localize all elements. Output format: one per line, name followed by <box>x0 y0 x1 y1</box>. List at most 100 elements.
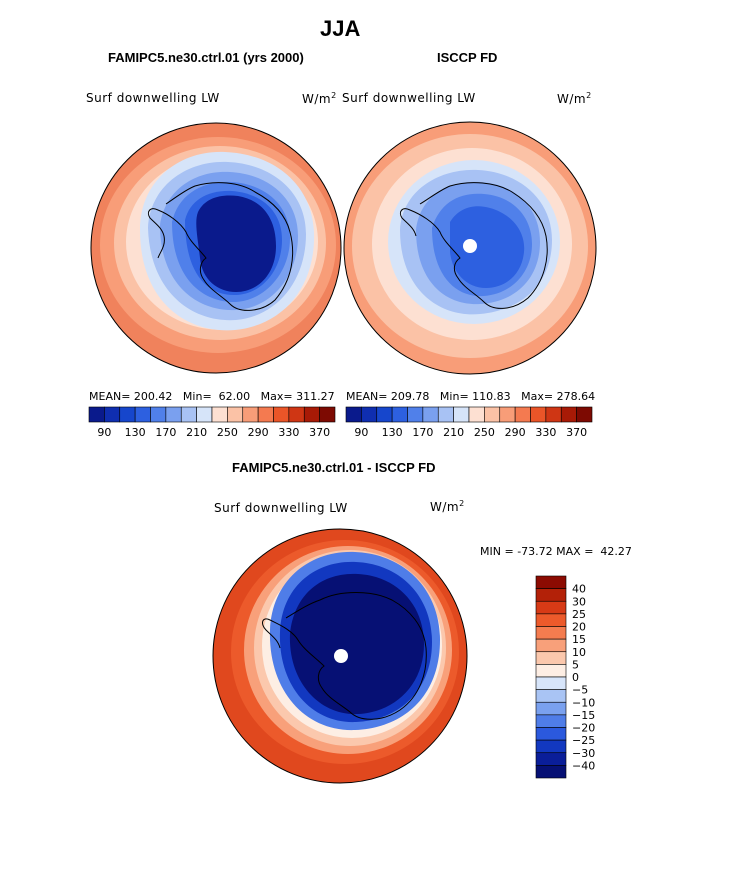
panel1-colorbar-tick-label: 170 <box>155 426 176 439</box>
panel3-colorbar-tick-label: −5 <box>572 684 588 697</box>
panel1-units-base: W/m <box>302 92 332 106</box>
panel1-colorbar-swatch <box>134 406 151 423</box>
panel2-colorbar-swatch <box>514 406 531 423</box>
panel3-min-label: MIN = <box>480 545 514 558</box>
panel3-antarctica-coast <box>262 592 427 720</box>
panel3-colorbar-tick-label: −15 <box>572 709 595 722</box>
panel1-colorbar-tick-label: 90 <box>97 426 111 439</box>
panel2-colorbar-swatch <box>407 406 424 423</box>
panel1-min-label: Min= <box>182 390 212 403</box>
panel1-band-min <box>196 195 276 292</box>
panel2-colorbar-tick-label: 90 <box>354 426 368 439</box>
panel1-colorbar-tick-label: 330 <box>278 426 299 439</box>
panel1-colorbar-swatch <box>211 406 228 423</box>
panel3-colorbar-swatch <box>535 727 567 741</box>
panel2-colorbar-swatch <box>560 406 577 423</box>
panel1-colorbar-swatch <box>288 406 305 423</box>
panel1-map <box>91 123 341 373</box>
panel3-colorbar-tick-label: −25 <box>572 734 595 747</box>
panel1-colorbar-swatch <box>119 406 136 423</box>
panel1-colorbar-swatch <box>196 406 213 423</box>
panel2-colorbar-tick-label: 170 <box>412 426 433 439</box>
panel2-title: ISCCP FD <box>437 50 498 65</box>
panel1-min-value: 62.00 <box>218 390 251 403</box>
panel3-colorbar-swatch <box>535 739 567 754</box>
panel2-mean-label: MEAN= <box>346 390 388 403</box>
panel2-units-base: W/m <box>557 92 587 106</box>
panel1-colorbar-swatch <box>242 406 259 423</box>
panel3-colorbar-tick-label: 5 <box>572 658 579 671</box>
panel1-max-value: 311.27 <box>296 390 335 403</box>
panel3-stats: MIN = -73.72 MAX = 42.27 <box>480 545 632 558</box>
panel3-title: FAMIPC5.ne30.ctrl.01 - ISCCP FD <box>232 460 436 475</box>
panel3-units-base: W/m <box>430 500 460 514</box>
panel2-colorbar-swatch <box>468 406 485 423</box>
panel3-map <box>213 529 467 783</box>
panel3-colorbar-swatch <box>535 588 567 602</box>
panel3-colorbar-tick-label: 10 <box>572 646 586 659</box>
panel3-colorbar-tick-label: −20 <box>572 722 595 735</box>
panel1-colorbar-swatch <box>273 406 290 423</box>
panel2-colorbar-swatch <box>361 406 378 423</box>
panel3-colorbar-swatch <box>535 575 567 589</box>
panel2-colorbar-tick-label: 250 <box>474 426 495 439</box>
panel2-antarctica-coast <box>399 182 548 309</box>
panel1-colorbar-tick-label: 370 <box>309 426 330 439</box>
panel1-units: W/m2 <box>302 91 337 106</box>
panel1-colorbar-tick-label: 210 <box>186 426 207 439</box>
panel2-colorbar-swatch <box>453 406 470 423</box>
panel3-colorbar-swatch <box>535 600 567 615</box>
panel1-stats: MEAN= 200.42 Min= 62.00 Max= 311.27 <box>89 390 335 403</box>
panel2-variable: Surf downwelling LW <box>342 91 476 105</box>
panel3-colorbar-swatch <box>535 689 567 703</box>
panel3-variable: Surf downwelling LW <box>214 501 348 515</box>
panel2-colorbar-swatch <box>422 406 439 423</box>
panel1-units-exp: 2 <box>331 91 337 100</box>
panel3-colorbar-swatch <box>535 676 567 690</box>
panel3-colorbar-swatch <box>535 638 567 653</box>
panel3-colorbar-tick-label: −10 <box>572 696 595 709</box>
main-title: JJA <box>320 16 361 41</box>
panel2-min-label: Min= <box>439 390 469 403</box>
panel2-mean-value: 209.78 <box>390 390 430 403</box>
panel1-colorbar-tick-label: 290 <box>248 426 269 439</box>
panel3-colorbar-swatch <box>535 701 567 716</box>
panel1-colorbar-swatch <box>319 406 336 423</box>
panel2-colorbar: 90 130 170 210 250 290 330 370 <box>345 406 593 439</box>
panel2-colorbar-swatch <box>576 406 593 423</box>
panel1-map-border <box>90 122 342 374</box>
panel2-map-border <box>343 121 597 375</box>
panel2-colorbar-tick-label: 370 <box>566 426 587 439</box>
panel2-colorbar-swatch <box>437 406 454 423</box>
panel3-map-border <box>212 528 468 784</box>
panel3-units-exp: 2 <box>459 499 465 508</box>
panel3-min-value: -73.72 <box>517 545 553 558</box>
panel2-colorbar-swatch <box>376 406 393 423</box>
panel1-mean-label: MEAN= <box>89 390 131 403</box>
panel2-units-exp: 2 <box>586 91 592 100</box>
panel2-colorbar-swatch <box>545 406 562 423</box>
panel2-colorbar-tick-label: 330 <box>535 426 556 439</box>
panel3-max-value: 42.27 <box>600 545 632 558</box>
panel2-units: W/m2 <box>557 91 592 106</box>
panel2-colorbar-swatch <box>345 406 362 423</box>
panel2-colorbar-swatch <box>484 406 501 423</box>
panel2-max-label: Max= <box>521 390 554 403</box>
panel3-missing-data-pole <box>334 649 348 663</box>
panel2-colorbar-swatch <box>391 406 408 423</box>
panel1-colorbar-swatch <box>227 406 244 423</box>
panel1-colorbar-swatch <box>165 406 182 423</box>
panel2-colorbar-swatch <box>499 406 516 423</box>
panel2-min-value: 110.83 <box>472 390 511 403</box>
panel1-mean-value: 200.42 <box>133 390 173 403</box>
panel3-colorbar-tick-label: 25 <box>572 608 586 621</box>
panel3-units: W/m2 <box>430 499 465 514</box>
panel3-colorbar-tick-label: 0 <box>572 671 579 684</box>
panel1-colorbar-tick-label: 130 <box>125 426 146 439</box>
panel3-colorbar-tick-label: 15 <box>572 633 586 646</box>
panel1-colorbar-tick-label: 250 <box>217 426 238 439</box>
panel1-colorbar-swatch <box>88 406 105 423</box>
panel3-colorbar-swatch <box>535 651 567 665</box>
